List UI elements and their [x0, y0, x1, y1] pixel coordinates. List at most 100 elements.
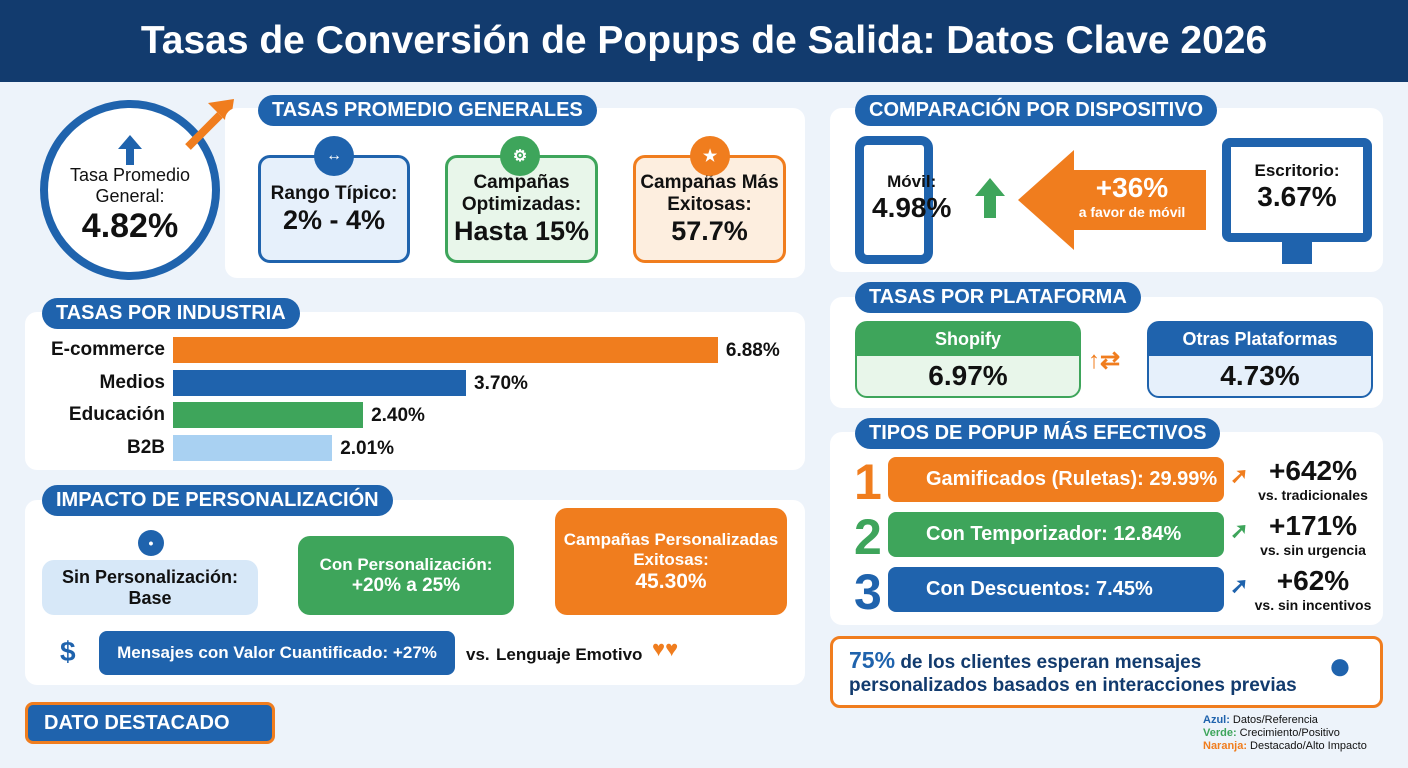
popup-type: Con Descuentos: 7.45% [888, 567, 1224, 612]
legend-key: Verde: [1203, 727, 1237, 739]
platform-card: Otras Plataformas 4.73% [1147, 321, 1373, 398]
card-value: +20% a 25% [351, 574, 461, 596]
phone-icon [855, 136, 933, 264]
lift: +642% vs. tradicionales [1248, 455, 1378, 503]
highlight-box: 75% de los clientes esperan mensajes per… [830, 636, 1383, 708]
highlight-text: de los clientes esperan mensajes persona… [849, 652, 1297, 696]
desktop-label: Escritorio: [1254, 161, 1340, 180]
lift-note: vs. sin incentivos [1254, 597, 1372, 613]
card-label: Campañas Personalizadas Exitosas: [563, 529, 779, 569]
card-value: 45.30% [635, 569, 707, 593]
card-value: 2% - 4% [282, 204, 386, 235]
section-tag: TASAS PROMEDIO GENERALES [258, 95, 597, 126]
arrow: ➚ [1230, 463, 1249, 488]
stat-card: Campañas Personalizadas Exitosas: 45.30% [555, 508, 787, 615]
emotive: Lenguaje Emotivo [496, 645, 643, 664]
icon: ⚙ [500, 136, 540, 176]
value-label: 3.70% [474, 372, 528, 394]
section-tag: TASAS POR INDUSTRIA [42, 298, 300, 329]
lift-value: +642% [1269, 455, 1357, 486]
legend-key: Naranja: [1203, 740, 1248, 752]
difference: +36% a favor de móvil [1058, 172, 1206, 220]
mobile-label: Móvil: [887, 172, 937, 191]
card-label: Sin Personalización: [61, 566, 239, 587]
section-tag: IMPACTO DE PERSONALIZACIÓN [42, 485, 393, 516]
bar [173, 402, 364, 428]
color-legend: Azul: Datos/Referencia Verde: Crecimiento/P… [1203, 714, 1367, 753]
card-label: Con Personalización: [319, 554, 493, 574]
platform-value: 4.73% [1220, 360, 1300, 391]
stat-card: Con Personalización: +20% a 25% [298, 536, 514, 615]
card-value: 57.7% [671, 215, 748, 246]
industry-bars: E-commerce 6.88% Medios 3.70% Educación 2.40%… [25, 337, 805, 467]
lift: +171% vs. sin urgencia [1248, 510, 1378, 558]
person-icon: ● [1327, 644, 1353, 688]
section-tag: COMPARACIÓN POR DISPOSITIVO [855, 95, 1218, 126]
lift-note: vs. sin urgencia [1260, 542, 1366, 558]
icon: ★ [690, 136, 730, 176]
value-label: 2.40% [371, 405, 425, 426]
card-value: Hasta 15% [453, 215, 590, 246]
platform-card: Shopify 6.97% [855, 321, 1081, 398]
icon: $ [60, 636, 76, 667]
versus: vs. [466, 645, 490, 664]
mobile-value: 4.98% [872, 192, 952, 223]
monitor-icon: Escritorio: 3.67% [1222, 138, 1372, 242]
rank: 2 [854, 509, 882, 565]
industry-label: E-commerce [50, 339, 165, 360]
title: Tasas de Conversión de Popups de Salida:… [0, 0, 1408, 82]
difference-note: a favor de móvil [1078, 204, 1186, 220]
message-box: Mensajes con Valor Cuantificado: +27% [99, 631, 455, 675]
bar [173, 434, 333, 461]
lift: +62% vs. sin incentivos [1248, 565, 1378, 613]
icon: ↔ [314, 136, 354, 176]
average-circle: Tasa Promedio General: 4.82% [40, 100, 220, 280]
swap-icon: ↑⇄ [1088, 347, 1121, 374]
platform-label: Otras Plataformas [1149, 323, 1371, 356]
platform-label: Shopify [857, 323, 1079, 356]
popup-type: Con Temporizador: 12.84% [888, 512, 1224, 557]
rank: 1 [854, 454, 882, 510]
legend-text: Destacado/Alto Impacto [1250, 740, 1367, 752]
hearts: ♥♥ [652, 636, 679, 661]
monitor-stand [1282, 242, 1312, 264]
lift-note: vs. tradicionales [1258, 487, 1368, 503]
diff-arrow [1018, 150, 1206, 250]
platform-value: 6.97% [928, 360, 1008, 391]
legend-key: Azul: [1203, 714, 1230, 726]
stat-card: Sin Personalización: Base [42, 560, 258, 615]
difference-value: +36% [1095, 172, 1169, 203]
lift-value: +62% [1276, 565, 1350, 596]
card-label: Campañas Optimizadas: [461, 171, 582, 215]
legend-row: Naranja: Destacado/Alto Impacto [1203, 740, 1367, 753]
value-label: 2.01% [340, 437, 395, 459]
bar [173, 337, 718, 363]
rank: 3 [854, 564, 882, 620]
card-label: Campañas Más Exitosas: [640, 171, 779, 215]
legend-text: Crecimiento/Positivo [1239, 727, 1340, 739]
up-arrow [118, 134, 142, 165]
stat-card: Campañas Más Exitosas: 57.7% [633, 155, 786, 263]
card-value: Base [128, 587, 172, 608]
legend-text: Datos/Referencia [1232, 714, 1318, 726]
average-value: 4.82% [81, 206, 179, 245]
mobile-stat: Móvil: 4.98% [872, 172, 951, 224]
stat-card: Rango Típico: 2% - 4% [258, 155, 410, 263]
section-tag: TIPOS DE POPUP MÁS EFECTIVOS [855, 418, 1221, 449]
up-arrow [975, 178, 1005, 218]
highlight-value: 75% [849, 647, 896, 673]
lift-value: +171% [1269, 510, 1357, 541]
bar [173, 369, 467, 396]
icon: • [138, 530, 164, 556]
legend-row: Azul: Datos/Referencia [1203, 714, 1367, 727]
industry-label: B2B [126, 436, 165, 458]
desktop-value: 3.67% [1257, 181, 1337, 212]
section-tag: TASAS POR PLATAFORMA [855, 282, 1141, 313]
arrow: ➚ [1230, 518, 1249, 543]
popup-list: 1 Gamificados (Ruletas): 29.99% ➚ +642% vs. … [850, 454, 1380, 620]
card-label: Rango Típico: [270, 182, 398, 204]
industry-label: Medios [99, 371, 165, 393]
arrow: ➚ [1230, 573, 1249, 598]
legend-row: Verde: Crecimiento/Positivo [1203, 727, 1367, 740]
